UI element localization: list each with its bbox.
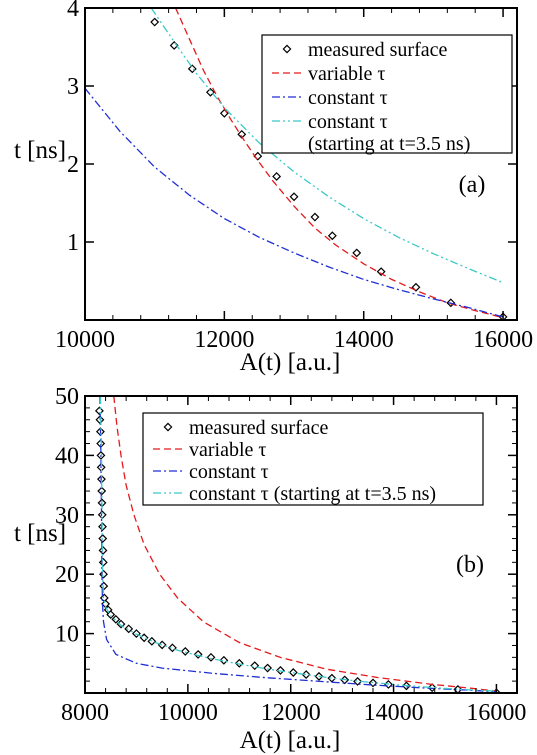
measured-point: [275, 665, 285, 675]
legend-label: measured surface: [308, 39, 447, 61]
measured-point: [237, 129, 247, 139]
y-axis-title: t [ns]: [14, 520, 66, 547]
legend-label: constant τ: [308, 87, 388, 109]
y-tick-label: 40: [55, 443, 79, 469]
series-line-2: [85, 87, 504, 318]
measured-point: [289, 192, 299, 202]
measured-point: [99, 569, 108, 579]
x-tick-label: 8000: [61, 700, 109, 726]
measured-point: [98, 534, 108, 544]
measured-point: [301, 670, 311, 680]
series-line-1: [113, 396, 497, 692]
plot-frame: [84, 395, 518, 694]
legend-box: [261, 34, 513, 154]
panel-label: (b): [456, 552, 484, 578]
measured-point: [139, 633, 149, 643]
measured-point: [353, 676, 363, 686]
y-tick-label: 20: [55, 562, 79, 588]
measured-point: [446, 298, 456, 308]
measured-point: [98, 522, 107, 532]
y-tick-label: 10: [55, 622, 79, 648]
y-tick-label: 1: [67, 230, 79, 256]
x-tick-label: 10000: [158, 700, 218, 726]
chart-panel-a: 10000 12000 14000 16000 1 2 3 4 A(t) [a.u.] t [ns…: [14, 0, 533, 376]
measured-point: [401, 681, 411, 691]
measured-point: [263, 663, 273, 673]
measured-point: [253, 151, 263, 161]
x-tick-label: 12000: [194, 327, 254, 353]
measured-point: [111, 614, 121, 624]
x-tick-label: 14000: [334, 327, 394, 353]
measured-point: [327, 673, 337, 683]
y-tick-label: 3: [67, 74, 79, 100]
measured-point: [206, 652, 216, 662]
legend-marker: [163, 422, 173, 432]
panel-label: (a): [459, 172, 486, 198]
measured-point: [150, 17, 160, 27]
plot-area: [85, 8, 508, 320]
measured-point: [180, 646, 190, 656]
measured-point: [352, 248, 362, 258]
y-axis-title: t [ns]: [14, 137, 66, 164]
chart-panel-b: 8000 10000 12000 14000 16000 10 20 30 40 50 A(t) […: [14, 384, 526, 754]
legend-label: constant τ: [189, 461, 269, 483]
measured-point: [250, 661, 260, 671]
measured-point: [187, 64, 197, 74]
series-line-1: [175, 8, 504, 319]
measured-point: [310, 212, 320, 222]
measured-point: [98, 557, 108, 567]
measured-point: [272, 172, 282, 181]
y-tick-label: 4: [67, 0, 79, 22]
measured-point: [376, 267, 386, 277]
measured-point: [411, 282, 421, 292]
measured-point: [157, 640, 167, 650]
x-tick-label: 16000: [466, 700, 526, 726]
legend-label: measured surface: [189, 417, 328, 439]
measured-point: [124, 624, 134, 634]
measured-point: [106, 610, 116, 620]
measured-point: [234, 658, 244, 668]
legend-label: constant τ: [308, 111, 388, 133]
legend-box: [142, 412, 484, 506]
x-axis-title: A(t) [a.u.]: [240, 349, 341, 376]
legend-label: variable τ: [308, 63, 385, 85]
x-tick-label: 14000: [364, 700, 424, 726]
measured-point: [219, 655, 229, 665]
plot-area: [94, 396, 501, 693]
measured-point: [193, 649, 203, 659]
y-tick-label: 50: [55, 384, 79, 410]
measured-point: [94, 406, 104, 416]
measured-point: [327, 231, 337, 241]
legend-label-line2: (starting at t=3.5 ns): [308, 133, 470, 155]
measured-point: [167, 643, 177, 653]
measured-point: [314, 671, 324, 681]
x-tick-label: 16000: [473, 327, 533, 353]
y-tick-label: 2: [67, 152, 79, 178]
legend-label: constant τ (starting at t=3.5 ns): [189, 483, 436, 505]
legend-marker: [282, 44, 292, 54]
measured-point: [147, 636, 157, 646]
series-line-2: [99, 396, 497, 693]
measured-point: [368, 678, 378, 688]
measured-point: [205, 87, 215, 97]
x-tick-label: 10000: [55, 327, 115, 353]
legend-label: variable τ: [189, 439, 266, 461]
measured-point: [98, 545, 108, 555]
measured-point: [427, 683, 437, 693]
measured-point: [131, 629, 141, 639]
x-axis-title: A(t) [a.u.]: [240, 727, 341, 754]
measured-point: [288, 668, 298, 677]
y-tick-label: 30: [55, 503, 79, 529]
x-tick-label: 12000: [261, 700, 321, 726]
